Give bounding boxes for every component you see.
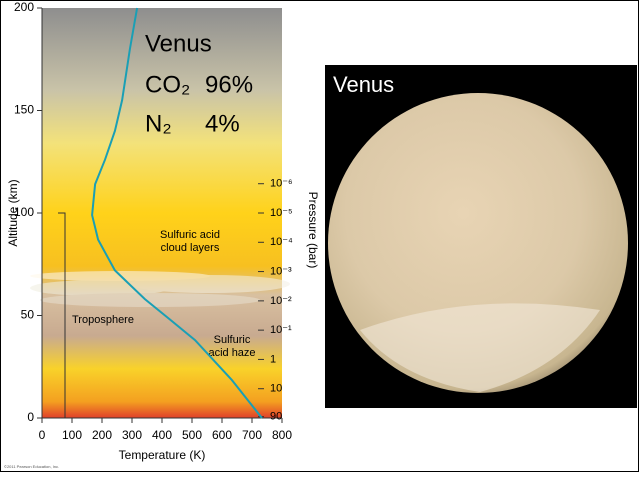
y2-axis-label: Pressure (bar) xyxy=(306,192,320,269)
x-axis-label: Temperature (K) xyxy=(119,448,206,462)
line-series xyxy=(91,7,263,419)
gas: CO₂ xyxy=(145,71,190,98)
x-tick-label: 0 xyxy=(39,428,46,442)
chart: 0 100 200 300 400 500 600 700 800 0 50 100 150 200 10⁻… xyxy=(4,0,320,469)
y2-tick-label: 10⁻³ xyxy=(270,265,292,277)
x-tick-label: 300 xyxy=(122,428,142,442)
x-tick-label: 800 xyxy=(272,428,292,442)
image-label: Venus xyxy=(333,72,394,97)
y2-tick-label: 10⁻¹ xyxy=(270,324,292,336)
annotation: Sulfuric acid xyxy=(160,229,220,241)
annotation: Troposphere xyxy=(72,314,134,326)
x-tick-label: 400 xyxy=(152,428,172,442)
planet-title: Venus xyxy=(145,30,212,57)
x-tick-label: 100 xyxy=(62,428,82,442)
y2-tick-label: 10⁻² xyxy=(270,295,292,307)
y-tick-label: 150 xyxy=(14,103,34,117)
y2-tick-label: 10⁻⁴ xyxy=(270,236,293,248)
annotation: acid haze xyxy=(208,347,255,359)
y-tick-label: 200 xyxy=(14,0,34,14)
x-tick-label: 600 xyxy=(212,428,232,442)
y2-tick-label: 90 xyxy=(270,411,282,423)
y2-tick-label: 10 xyxy=(270,383,282,395)
gas-percent: 96% xyxy=(205,71,253,98)
credit: ©2011 Pearson Education, Inc. xyxy=(4,464,59,469)
y2-tick-label: 10⁻⁵ xyxy=(270,207,293,219)
y-tick-label: 0 xyxy=(27,410,34,424)
venus-cloud xyxy=(360,303,600,392)
y-tick-label: 50 xyxy=(21,308,35,322)
annotation: Sulfuric xyxy=(214,334,251,346)
annotation: cloud layers xyxy=(161,242,220,254)
y2-tick-label: 1 xyxy=(270,353,276,365)
x-tick-label: 700 xyxy=(242,428,262,442)
cloud-band xyxy=(30,271,290,307)
y2-tick-label: 10⁻⁶ xyxy=(270,178,293,190)
y-axis-label: Altitude (km) xyxy=(6,179,20,246)
atmosphere-background xyxy=(42,8,282,418)
y-tick-label: 100 xyxy=(14,205,34,219)
x-tick-label: 500 xyxy=(182,428,202,442)
gas-percent: 4% xyxy=(205,110,240,137)
x-tick-label: 200 xyxy=(92,428,112,442)
gas: N₂ xyxy=(145,110,172,137)
